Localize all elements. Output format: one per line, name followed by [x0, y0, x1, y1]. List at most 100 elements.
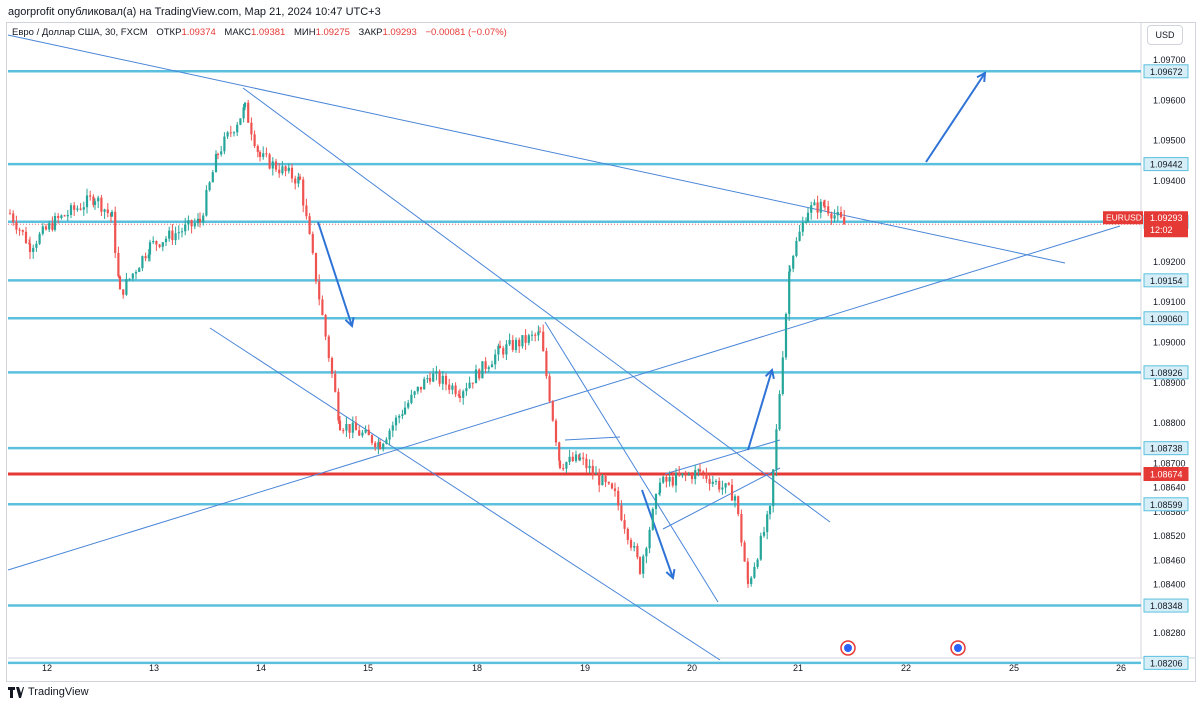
trend-line[interactable]	[209, 327, 721, 661]
candle-body	[268, 154, 271, 169]
candle-body	[290, 167, 294, 179]
candle-body	[256, 146, 259, 152]
candle-body	[487, 367, 490, 369]
candle-body	[321, 299, 324, 316]
candle-body	[117, 252, 120, 277]
trend-line[interactable]	[242, 87, 831, 523]
candle-body	[391, 425, 394, 431]
candle-body	[798, 231, 801, 241]
currency-button[interactable]: USD	[1147, 25, 1183, 45]
candle-body	[314, 253, 318, 282]
candle-body	[750, 577, 753, 584]
arrow-head-icon	[764, 368, 775, 380]
candle-body	[746, 561, 749, 580]
y-tick-label: 1.08640	[1153, 483, 1186, 493]
candle-body	[558, 460, 562, 469]
candle-body	[76, 208, 79, 210]
x-tick-label: 25	[1009, 663, 1019, 673]
x-tick-label: 26	[1116, 663, 1126, 673]
candle-body	[152, 241, 155, 243]
candle-body	[378, 442, 382, 450]
candle-body	[574, 454, 578, 461]
candle-body	[636, 545, 639, 558]
symbol-title[interactable]: Евро / Доллар США, 30, FXCM	[12, 27, 148, 38]
candle-body	[813, 202, 816, 206]
candle-body	[284, 166, 287, 172]
projection-arrow[interactable]	[641, 489, 674, 579]
y-tick-label: 1.08460	[1153, 555, 1186, 565]
candle-body	[708, 478, 711, 484]
candle-body	[144, 256, 147, 259]
candle-body	[73, 205, 76, 210]
candle-body	[53, 215, 57, 230]
projection-arrow[interactable]	[747, 369, 773, 451]
candle-body	[128, 278, 131, 280]
candle-body	[792, 255, 795, 269]
change-value: −0.00081 (−0.07%)	[425, 27, 507, 38]
footer-brand[interactable]: TradingView	[28, 686, 89, 698]
candle-body	[441, 375, 444, 384]
candle-body	[451, 385, 454, 390]
candle-body	[351, 422, 354, 433]
candle-body	[428, 378, 432, 382]
candle-body	[843, 217, 846, 225]
candle-body	[810, 205, 813, 213]
candle-body	[502, 348, 505, 355]
candle-body	[190, 220, 193, 227]
candle-body	[226, 132, 229, 137]
projection-arrow[interactable]	[925, 72, 986, 163]
candle-body	[711, 481, 714, 484]
candle-body	[668, 477, 671, 482]
candle-body	[205, 190, 208, 216]
trend-line[interactable]	[664, 439, 781, 475]
candle-body	[8, 213, 12, 215]
candle-body	[216, 153, 220, 155]
candle-body	[578, 457, 582, 460]
candle-body	[743, 542, 746, 562]
trend-line[interactable]	[564, 436, 621, 441]
level-label-bg	[1143, 598, 1189, 613]
candle-body	[24, 231, 28, 243]
arrow-head-icon	[344, 316, 355, 328]
y-tick-label: 1.08700	[1153, 459, 1186, 469]
candle-body	[740, 514, 743, 543]
level-label: 1.09672	[1150, 67, 1183, 77]
candle-body	[478, 369, 481, 379]
candle-body	[177, 232, 180, 234]
projection-arrow[interactable]	[317, 221, 353, 327]
candle-body	[435, 371, 438, 374]
candle-body	[551, 401, 554, 421]
candle-body	[816, 202, 819, 213]
trend-line[interactable]	[7, 225, 1121, 571]
candle-body	[598, 473, 601, 486]
candle-body	[236, 124, 239, 133]
candle-body	[239, 118, 242, 125]
x-tick-label: 13	[149, 663, 159, 673]
candle-body	[298, 176, 302, 180]
tv-logo-icon	[8, 686, 24, 698]
candle-body	[334, 373, 337, 392]
candle-body	[398, 415, 401, 418]
candle-body	[534, 334, 537, 336]
candle-body	[247, 102, 250, 123]
candle-body	[271, 161, 274, 169]
candle-body	[308, 216, 311, 235]
trend-line[interactable]	[544, 321, 719, 603]
y-tick-label: 1.09600	[1153, 95, 1186, 105]
candle-body	[416, 386, 419, 392]
candle-body	[407, 402, 410, 408]
candle-body	[468, 382, 471, 389]
candle-body	[604, 475, 607, 483]
candle-body	[730, 484, 734, 501]
candle-body	[801, 222, 804, 232]
level-label: 1.08926	[1150, 368, 1183, 378]
candle-body	[229, 132, 232, 134]
y-tick-label: 1.09100	[1153, 297, 1186, 307]
level-label: 1.08348	[1150, 601, 1183, 611]
level-label-bg	[1143, 64, 1189, 79]
trend-line[interactable]	[7, 34, 1066, 264]
candle-body	[448, 384, 451, 390]
candle-body	[401, 414, 404, 416]
trend-line[interactable]	[662, 467, 781, 530]
